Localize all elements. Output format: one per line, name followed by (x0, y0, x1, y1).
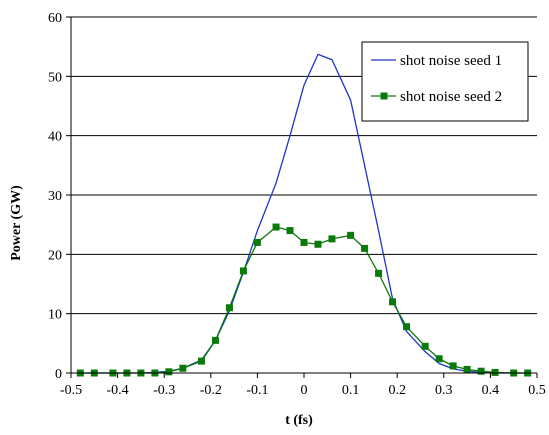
data-point-seed-2 (286, 227, 294, 235)
data-point-seed-2 (361, 244, 369, 252)
data-point-seed-2 (463, 365, 471, 373)
data-point-seed-2 (491, 368, 499, 376)
data-point-seed-2 (314, 240, 322, 248)
axes: 0 10 20 30 40 50 60 -0.5 -0.4 -0.3 -0.2 -0.1 0 0.1 0.2… (48, 11, 546, 398)
y-tick-label: 50 (48, 70, 62, 85)
data-point-seed-2 (253, 238, 261, 246)
y-axis-title: Power (GW) (9, 185, 24, 261)
data-point-seed-2 (449, 362, 457, 370)
data-point-seed-2 (239, 267, 247, 275)
legend-marker-seed-2 (380, 92, 388, 100)
x-tick-label: -0.3 (153, 383, 175, 398)
x-tick-label: 0.5 (528, 383, 546, 398)
data-point-seed-2 (300, 238, 308, 246)
x-tick-label: 0.4 (482, 383, 500, 398)
data-point-seed-2 (347, 231, 355, 239)
legend-label-seed-2: shot noise seed 2 (400, 89, 502, 105)
data-point-seed-2 (375, 269, 383, 277)
data-point-seed-2 (421, 342, 429, 350)
gridlines (71, 16, 537, 315)
x-tick-label: -0.4 (107, 383, 129, 398)
y-tick-label: 60 (48, 11, 62, 26)
x-tick-label: 0 (301, 383, 308, 398)
x-tick-label: -0.2 (200, 383, 222, 398)
data-point-seed-2 (477, 367, 485, 375)
data-point-seed-2 (165, 368, 173, 376)
data-point-seed-2 (211, 336, 219, 344)
y-tick-label: 0 (55, 367, 62, 382)
data-point-seed-2 (179, 364, 187, 372)
plot-series (76, 53, 532, 377)
y-tick-label: 20 (48, 248, 62, 263)
data-point-seed-2 (225, 304, 233, 312)
y-tick-label: 10 (48, 308, 62, 323)
x-tick-label: -0.1 (246, 383, 268, 398)
legend-box (361, 41, 529, 122)
x-tick-label: 0.3 (435, 383, 453, 398)
data-point-seed-2 (272, 223, 280, 231)
y-tick-label: 40 (48, 130, 62, 145)
data-point-seed-2 (403, 323, 411, 331)
x-axis-title: t (fs) (285, 413, 313, 428)
legend: shot noise seed 1 shot noise seed 2 (361, 41, 529, 122)
x-tick-label: 0.2 (388, 383, 406, 398)
data-point-seed-2 (435, 355, 443, 363)
legend-label-seed-1: shot noise seed 1 (400, 53, 502, 69)
x-tick-label: 0.1 (342, 383, 360, 398)
data-point-seed-2 (328, 235, 336, 243)
y-tick-label: 30 (48, 189, 62, 204)
series-line-seed-2 (80, 226, 528, 374)
data-point-seed-2 (389, 298, 397, 306)
x-tick-label: -0.5 (60, 383, 82, 398)
data-point-seed-2 (197, 357, 205, 365)
